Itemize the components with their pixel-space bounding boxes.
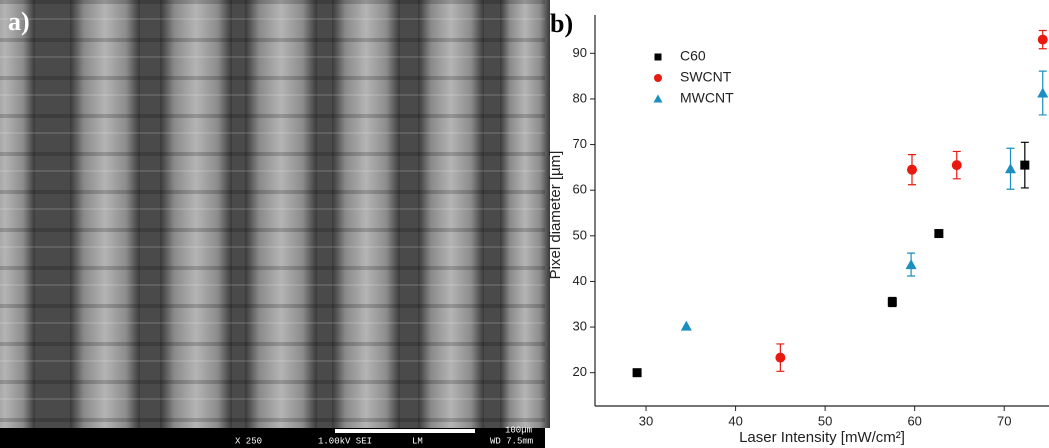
mode: LM (412, 436, 423, 446)
y-tick-label: 30 (573, 319, 587, 334)
y-tick-label: 40 (573, 273, 587, 288)
y-tick-label: 70 (573, 136, 587, 151)
magnification: X 250 (235, 436, 262, 446)
legend-label: SWCNT (680, 69, 732, 85)
point (887, 297, 897, 307)
y-tick-label: 50 (573, 227, 587, 242)
legend-label: MWCNT (680, 90, 734, 106)
y-tick-label: 90 (573, 45, 587, 60)
legend-marker (653, 94, 663, 103)
working-distance: WD 7.5mm (490, 436, 533, 446)
x-tick-label: 30 (639, 413, 653, 428)
point (1004, 163, 1016, 174)
point (906, 164, 917, 175)
x-axis-label: Laser Intensity [mW/cm²] (739, 429, 905, 446)
point (951, 160, 962, 171)
panel-label: b) (550, 9, 573, 38)
legend-marker (654, 53, 662, 61)
legend-marker (654, 74, 662, 82)
y-axis-label: Pixel diameter [µm] (547, 151, 564, 280)
x-tick-label: 40 (728, 413, 742, 428)
sem-image: 100µm X 250 1.00kV SEI LM WD 7.5mm a) (0, 0, 550, 448)
chart: b) Laser Intensity [mW/cm²] Pixel diamet… (547, 9, 1049, 446)
point (1020, 160, 1030, 170)
point (680, 320, 692, 331)
point (1037, 87, 1049, 98)
point (905, 259, 917, 270)
x-tick-label: 60 (907, 413, 921, 428)
legend-label: C60 (680, 48, 706, 64)
x-tick-label: 50 (818, 413, 832, 428)
panel-label: a) (8, 7, 30, 36)
voltage: 1.00kV SEI (318, 436, 372, 446)
x-tick-label: 70 (997, 413, 1011, 428)
point (1037, 34, 1048, 45)
scale-label: 100µm (505, 425, 532, 435)
point (934, 229, 944, 239)
y-tick-label: 20 (573, 364, 587, 379)
y-tick-label: 60 (573, 182, 587, 197)
point (632, 368, 642, 378)
point (775, 352, 786, 363)
y-tick-label: 80 (573, 90, 587, 105)
